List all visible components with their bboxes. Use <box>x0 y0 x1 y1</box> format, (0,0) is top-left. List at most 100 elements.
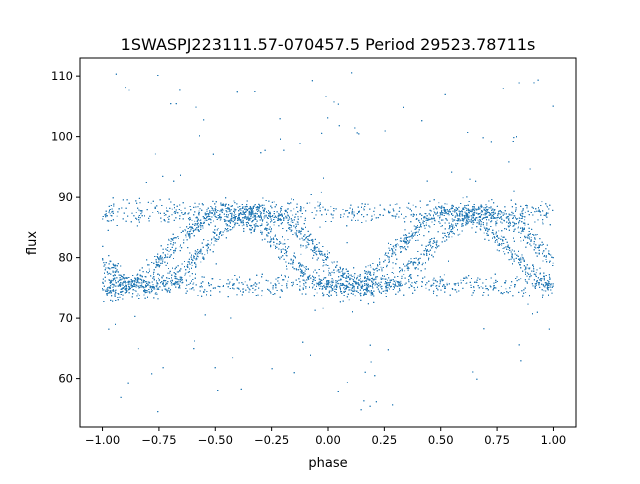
data-point <box>307 241 308 243</box>
data-point <box>425 287 427 289</box>
data-point <box>194 258 196 260</box>
data-point <box>264 209 266 210</box>
data-point <box>423 223 424 225</box>
data-point <box>535 273 537 275</box>
data-point <box>271 216 273 218</box>
data-point <box>121 283 123 285</box>
data-point <box>127 283 129 285</box>
data-point <box>206 249 208 251</box>
data-point <box>178 281 180 283</box>
data-point <box>551 283 552 285</box>
data-point <box>472 219 474 221</box>
data-point <box>483 214 485 216</box>
data-point <box>524 219 526 221</box>
data-point <box>435 248 437 250</box>
data-point <box>392 252 394 254</box>
data-point <box>518 223 520 225</box>
data-point <box>229 211 231 213</box>
data-point <box>425 222 427 224</box>
data-point <box>349 287 351 289</box>
data-point <box>505 288 507 290</box>
data-point <box>128 89 130 91</box>
data-point <box>371 282 373 284</box>
data-point <box>226 231 228 233</box>
data-point <box>268 216 270 218</box>
data-point <box>483 226 485 228</box>
data-point <box>148 285 150 287</box>
data-point <box>273 201 275 203</box>
data-point <box>232 357 234 359</box>
data-point <box>527 267 529 269</box>
data-point <box>178 238 179 239</box>
data-point <box>400 248 402 250</box>
data-point <box>263 216 265 218</box>
data-point <box>465 283 467 284</box>
data-point <box>501 244 503 246</box>
data-point <box>500 285 502 287</box>
data-point <box>456 220 458 221</box>
data-point <box>433 210 435 212</box>
data-point <box>188 262 190 264</box>
data-point <box>514 203 516 205</box>
data-point <box>198 210 200 212</box>
data-point <box>403 274 405 275</box>
data-point <box>404 270 406 272</box>
data-point <box>521 255 523 257</box>
data-point <box>410 284 411 286</box>
data-point <box>179 226 181 228</box>
data-point <box>295 228 297 230</box>
data-point <box>303 207 305 209</box>
data-point <box>346 276 348 278</box>
data-point <box>116 215 118 217</box>
data-point <box>303 266 305 268</box>
data-point <box>547 280 549 282</box>
data-point <box>520 278 522 280</box>
data-point <box>273 224 275 226</box>
data-point <box>158 277 159 279</box>
data-point <box>256 221 258 223</box>
data-point <box>153 288 155 290</box>
data-point <box>264 214 266 216</box>
data-point <box>167 277 169 279</box>
data-point <box>173 212 175 214</box>
data-point <box>333 214 334 216</box>
data-point <box>413 234 415 236</box>
data-point <box>406 265 408 267</box>
data-point <box>330 206 332 208</box>
data-point <box>384 290 386 292</box>
data-point <box>168 238 169 240</box>
data-point <box>363 207 365 209</box>
data-point <box>323 264 325 266</box>
data-point <box>147 290 148 292</box>
data-point <box>329 284 331 286</box>
data-point <box>500 235 502 237</box>
data-point <box>465 221 467 223</box>
data-point <box>213 220 214 222</box>
data-point <box>428 217 430 219</box>
data-point <box>270 240 272 242</box>
data-point <box>367 282 369 284</box>
data-point <box>238 215 240 217</box>
data-point <box>473 287 475 289</box>
data-point <box>158 280 160 282</box>
data-point <box>253 219 255 221</box>
data-point <box>438 202 440 204</box>
data-point <box>344 289 346 291</box>
data-point <box>460 279 462 281</box>
data-point <box>320 191 322 193</box>
data-point <box>503 251 505 253</box>
data-point <box>122 282 124 284</box>
data-point <box>396 243 398 245</box>
data-point <box>546 205 548 207</box>
data-point <box>543 290 545 292</box>
data-point <box>260 230 262 232</box>
data-point <box>508 217 510 219</box>
data-point <box>318 285 320 287</box>
data-point <box>167 253 169 255</box>
data-point <box>475 209 477 211</box>
data-point <box>423 218 425 220</box>
data-point <box>446 282 448 284</box>
data-point <box>305 247 307 249</box>
data-point <box>217 228 219 229</box>
data-point <box>240 210 242 211</box>
